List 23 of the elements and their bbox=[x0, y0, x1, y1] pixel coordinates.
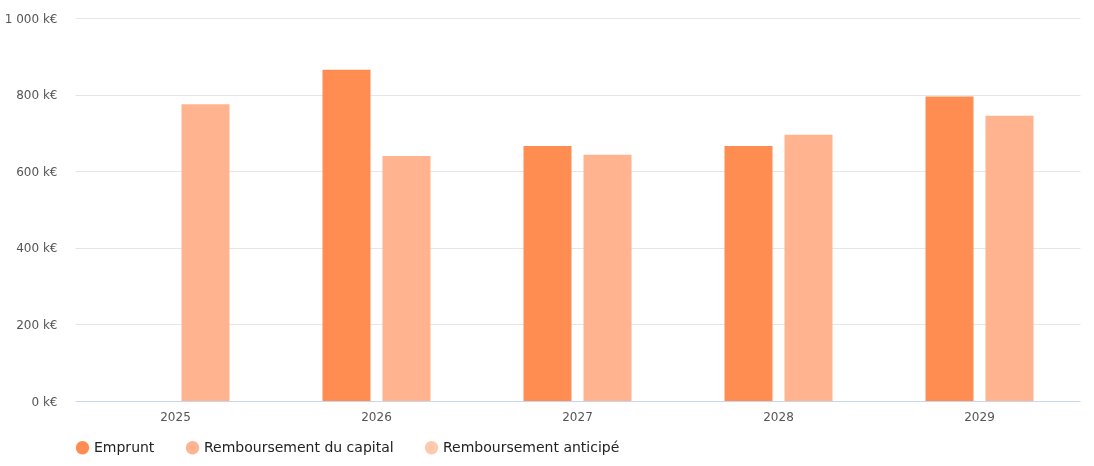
bar bbox=[724, 145, 773, 401]
bar bbox=[925, 96, 974, 401]
x-tick-label: 2025 bbox=[160, 409, 191, 424]
bar bbox=[784, 134, 833, 401]
bar bbox=[583, 154, 632, 401]
x-tick-label: 2026 bbox=[361, 409, 392, 424]
bar bbox=[985, 115, 1034, 401]
y-tick-label: 800 k€ bbox=[16, 88, 58, 103]
y-tick-label: 200 k€ bbox=[16, 317, 58, 332]
legend-label: Remboursement anticipé bbox=[443, 438, 620, 455]
y-tick-label: 0 k€ bbox=[31, 394, 58, 409]
bar bbox=[382, 155, 431, 401]
x-tick-label: 2028 bbox=[763, 409, 794, 424]
x-tick-label: 2027 bbox=[562, 409, 593, 424]
bar bbox=[181, 104, 230, 401]
x-tick-label: 2029 bbox=[964, 409, 995, 424]
legend-label: Emprunt bbox=[94, 438, 155, 455]
bar bbox=[523, 145, 572, 401]
y-tick-label: 1 000 k€ bbox=[4, 11, 58, 26]
y-tick-label: 400 k€ bbox=[16, 241, 58, 256]
bar bbox=[322, 69, 371, 401]
y-tick-label: 600 k€ bbox=[16, 164, 58, 179]
legend-label: Remboursement du capital bbox=[204, 438, 394, 455]
